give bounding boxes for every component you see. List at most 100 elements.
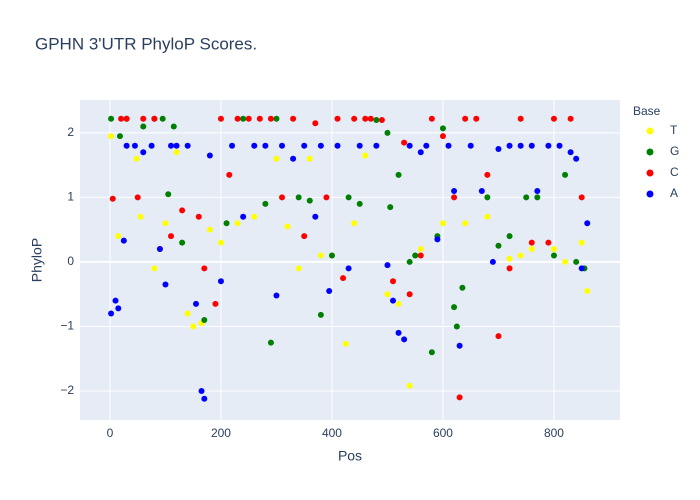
point — [428, 115, 435, 122]
point — [284, 223, 291, 230]
point — [162, 220, 169, 227]
point — [578, 239, 585, 246]
point — [165, 191, 172, 198]
point — [384, 262, 391, 269]
x-tick-label: 200 — [211, 426, 231, 440]
point — [484, 171, 491, 178]
point — [456, 342, 463, 349]
point — [115, 233, 122, 240]
point — [323, 194, 330, 201]
point — [356, 142, 363, 149]
point — [295, 265, 302, 272]
point — [334, 142, 341, 149]
point — [351, 115, 358, 122]
point — [184, 310, 191, 317]
point — [373, 117, 380, 123]
x-tick-label: 0 — [107, 426, 114, 440]
point — [445, 142, 452, 149]
point — [495, 333, 502, 340]
point — [456, 394, 463, 401]
point — [417, 246, 424, 253]
legend-label: A — [670, 186, 678, 200]
point — [151, 115, 158, 122]
point — [112, 297, 119, 304]
point — [506, 265, 513, 272]
point — [251, 213, 258, 220]
point — [545, 239, 552, 246]
point — [201, 395, 208, 402]
point — [578, 265, 585, 272]
point — [212, 300, 219, 307]
point — [484, 213, 491, 220]
point — [170, 123, 177, 130]
point — [273, 155, 280, 162]
point — [173, 142, 180, 149]
point — [467, 142, 474, 149]
point — [108, 133, 115, 140]
point — [423, 142, 430, 149]
point — [262, 142, 269, 149]
point — [134, 194, 141, 201]
point — [306, 197, 313, 204]
point — [201, 317, 208, 323]
point — [108, 115, 115, 122]
point — [118, 115, 125, 122]
point — [434, 236, 441, 243]
point — [201, 265, 208, 272]
point — [451, 187, 458, 194]
point — [168, 233, 175, 240]
point — [334, 115, 341, 122]
y-tick-label: −2 — [60, 383, 74, 397]
point — [226, 171, 233, 178]
point — [556, 142, 563, 149]
point — [506, 233, 513, 240]
point — [123, 142, 130, 149]
point — [395, 300, 402, 307]
point — [273, 115, 280, 122]
point — [362, 152, 369, 159]
point — [179, 207, 186, 214]
point — [573, 155, 580, 162]
point — [217, 278, 224, 285]
point — [251, 142, 258, 149]
legend-swatch — [646, 148, 654, 156]
point — [234, 115, 241, 122]
point — [523, 194, 530, 201]
point — [312, 120, 319, 127]
point — [451, 194, 458, 201]
y-tick-label: 0 — [67, 254, 74, 268]
point — [159, 115, 166, 122]
point — [156, 246, 163, 253]
point — [290, 155, 297, 162]
point — [229, 142, 236, 149]
point — [401, 139, 408, 146]
x-tick-label: 800 — [544, 426, 564, 440]
point — [279, 142, 286, 149]
point — [306, 155, 313, 162]
point — [140, 149, 147, 156]
point — [240, 213, 247, 220]
point — [550, 252, 557, 259]
point — [206, 152, 213, 159]
point — [133, 155, 140, 162]
point — [384, 129, 391, 136]
point — [262, 200, 269, 207]
point — [312, 213, 319, 220]
point — [267, 339, 274, 346]
point — [148, 142, 155, 149]
point — [116, 133, 123, 140]
point — [406, 258, 413, 265]
point — [326, 287, 333, 294]
point — [109, 195, 116, 202]
point — [217, 239, 224, 246]
y-tick-label: −1 — [60, 319, 74, 333]
x-tick-label: 600 — [433, 426, 453, 440]
point — [301, 142, 308, 149]
point — [345, 194, 352, 201]
point — [356, 200, 363, 207]
point — [140, 123, 147, 130]
point — [550, 115, 557, 122]
point — [489, 258, 496, 265]
point — [478, 187, 485, 194]
